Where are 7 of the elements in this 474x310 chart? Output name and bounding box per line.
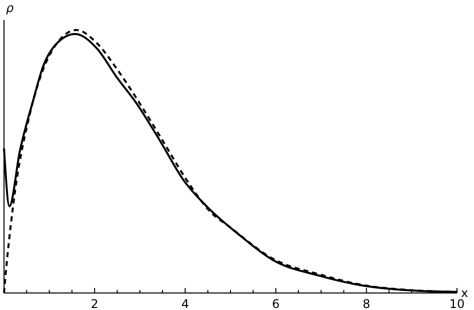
- x-axis-title: x: [461, 286, 468, 300]
- x-tick-label: 8: [362, 297, 370, 310]
- x-tick-label: 6: [272, 297, 280, 310]
- x-tick-label: 2: [90, 297, 98, 310]
- x-tick-label: 4: [181, 297, 190, 310]
- x-tick-label: 10: [449, 297, 465, 310]
- y-axis-title: ρ: [6, 1, 14, 15]
